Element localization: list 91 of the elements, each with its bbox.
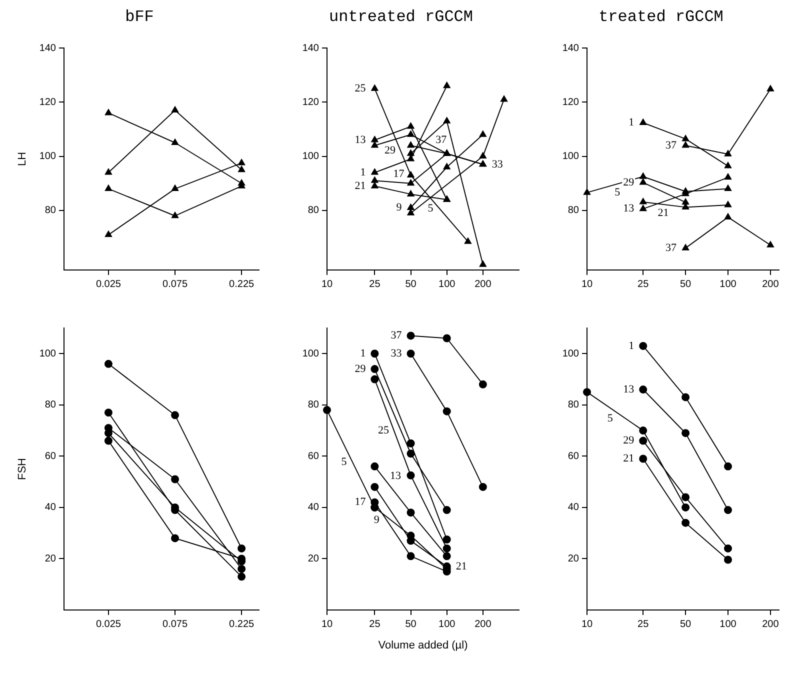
x-tick-label: 25 — [638, 618, 650, 630]
chart-title: untreated rGCCM — [328, 8, 474, 28]
y-tick-label: 100 — [302, 151, 320, 162]
x-tick-label: 0.025 — [96, 618, 122, 630]
series-label: 1 — [360, 348, 366, 360]
x-tick-label: 25 — [369, 618, 381, 630]
series-label: 29 — [623, 434, 635, 447]
x-tick-label: 100 — [720, 278, 737, 290]
y-tick-label: 80 — [308, 400, 320, 411]
x-tick-label: 200 — [474, 278, 492, 290]
series-label: 21 — [623, 452, 634, 465]
y-tick-label: 120 — [562, 96, 580, 108]
series-label: 29 — [354, 362, 366, 375]
y-tick-label: 40 — [44, 502, 56, 514]
series-label: 1 — [360, 166, 366, 178]
y-tick-label: 20 — [568, 553, 580, 564]
y-tick-label: 80 — [568, 400, 580, 411]
y-tick-label: 60 — [568, 450, 580, 462]
series-label: 5 — [341, 456, 348, 468]
x-tick-label: 200 — [762, 278, 780, 290]
series-label: 37 — [666, 139, 678, 152]
x-tick-label: 200 — [762, 618, 780, 630]
x-tick-label: 10 — [321, 278, 333, 290]
x-tick-label: 0.075 — [162, 618, 188, 630]
x-tick-label: 0.225 — [229, 278, 255, 290]
x-tick-label: 10 — [581, 618, 593, 630]
x-tick-label: 25 — [369, 278, 381, 290]
x-tick-label: 50 — [680, 278, 692, 290]
series-label: 21 — [658, 207, 669, 220]
series-label: 13 — [354, 134, 366, 146]
x-tick-label: 50 — [405, 618, 417, 630]
x-tick-label: 0.075 — [162, 278, 188, 290]
y-tick-label: 140 — [302, 42, 320, 54]
x-tick-label: 0.025 — [96, 278, 122, 290]
x-tick-label: 0.225 — [229, 618, 255, 630]
y-tick-label: 20 — [308, 553, 320, 564]
series-label: 1 — [628, 116, 634, 129]
series-label: 29 — [384, 144, 396, 157]
y-tick-label: 100 — [562, 151, 580, 162]
x-axis-title: Volume added (µl) — [378, 639, 468, 652]
series-label: 29 — [623, 176, 635, 188]
x-tick-label: 50 — [680, 618, 692, 630]
y-tick-label: 80 — [44, 400, 56, 411]
x-tick-label: 100 — [720, 618, 737, 630]
series-label: 1 — [628, 340, 634, 352]
y-tick-label: 140 — [562, 42, 580, 54]
chart-title: bFF — [124, 8, 155, 28]
chart-title: treated rGCCM — [598, 8, 724, 28]
y-tick-label: 100 — [39, 348, 56, 360]
y-tick-label: 60 — [44, 450, 56, 462]
series-label: 13 — [623, 202, 635, 215]
series-label: 37 — [436, 134, 448, 146]
y-tick-label: 40 — [568, 502, 580, 514]
series-label: 13 — [390, 470, 402, 482]
series-label: 5 — [428, 202, 434, 214]
series-label: 37 — [390, 330, 402, 342]
y-tick-label: 80 — [568, 205, 580, 216]
y-tick-label: 40 — [308, 502, 320, 514]
series-label: 17 — [393, 168, 405, 180]
y-tick-label: 80 — [44, 205, 56, 216]
y-tick-label: 100 — [39, 151, 56, 162]
x-tick-label: 50 — [405, 278, 417, 290]
y-tick-label: 100 — [302, 348, 320, 360]
series-label: 25 — [378, 424, 390, 437]
series-label: 21 — [354, 180, 366, 192]
series-label: 21 — [456, 560, 467, 572]
series-label: 5 — [607, 412, 614, 424]
x-tick-label: 25 — [638, 278, 650, 290]
y-tick-label: 140 — [39, 42, 56, 54]
x-tick-label: 100 — [438, 278, 456, 290]
series-label: 25 — [354, 82, 366, 94]
series-label: 33 — [492, 158, 504, 170]
x-tick-label: 10 — [581, 278, 593, 290]
series-label: 37 — [666, 242, 678, 254]
series-label: 9 — [396, 202, 402, 214]
series-label: 9 — [374, 514, 380, 526]
series-label: 17 — [354, 496, 366, 508]
x-tick-label: 200 — [474, 618, 492, 630]
y-axis-title: FSH — [16, 458, 29, 480]
y-tick-label: 20 — [44, 553, 56, 564]
series-label: 33 — [390, 348, 402, 360]
y-tick-label: 100 — [562, 348, 580, 360]
y-axis-title: LH — [16, 152, 29, 166]
y-tick-label: 120 — [39, 96, 56, 108]
x-tick-label: 100 — [438, 618, 456, 630]
series-label: 13 — [623, 383, 635, 396]
y-tick-label: 60 — [308, 450, 320, 462]
series-label: 5 — [614, 186, 621, 199]
x-tick-label: 10 — [321, 618, 333, 630]
y-tick-label: 120 — [302, 96, 320, 108]
y-tick-label: 80 — [308, 205, 320, 216]
